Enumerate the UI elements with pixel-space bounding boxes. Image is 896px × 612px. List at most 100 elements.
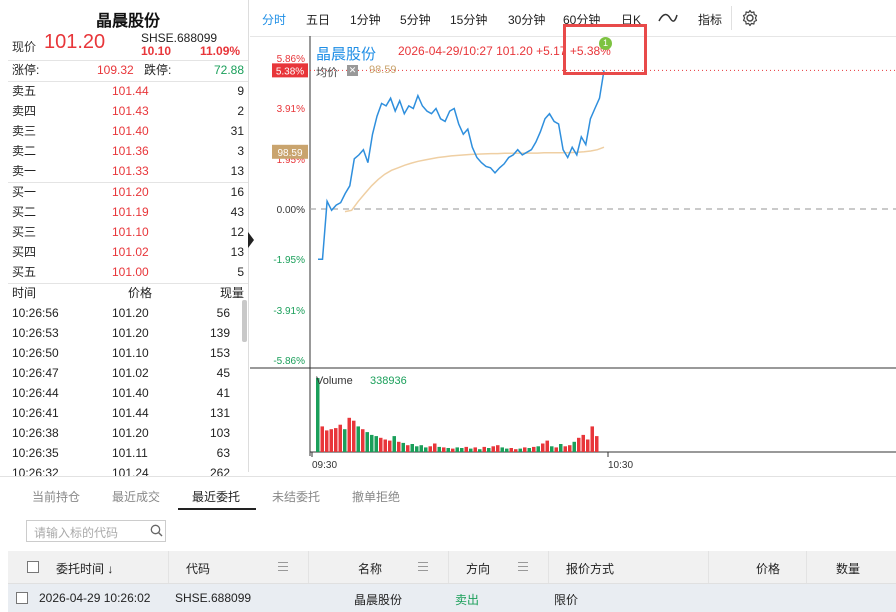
tick-scrollbar[interactable] — [242, 300, 247, 342]
tab-period[interactable]: 60分钟 — [563, 13, 601, 27]
order-book-row[interactable]: 卖五 101.44 9 — [12, 81, 244, 101]
y-tick-label: 3.91% — [277, 104, 305, 115]
close-avg-icon[interactable]: ✕ — [347, 65, 358, 76]
line-style-icon[interactable] — [658, 12, 678, 24]
col-order-type[interactable]: 报价方式 — [566, 562, 615, 576]
bottom-tab[interactable]: 最近委托 — [192, 490, 241, 504]
volume-bar — [568, 445, 572, 452]
level-label: 买三 — [12, 225, 37, 239]
level-price: 101.33 — [112, 164, 149, 178]
level-price: 101.44 — [112, 84, 149, 98]
x-tick-label: 09:30 — [312, 460, 337, 471]
chart-title: 晶晨股份 — [316, 46, 377, 63]
volume-bar — [509, 448, 513, 452]
col-qty[interactable]: 数量 — [836, 562, 861, 576]
bottom-tab[interactable]: 当前持仓 — [32, 490, 81, 504]
volume-bar — [482, 446, 486, 452]
avg-price-label: 均价 — [316, 67, 338, 79]
tab-period[interactable]: 30分钟 — [508, 13, 546, 27]
bottom-tab[interactable]: 最近成交 — [112, 490, 161, 504]
col-code[interactable]: 代码 — [186, 562, 211, 576]
tab-period[interactable]: 15分钟 — [450, 13, 488, 27]
event-marker-icon[interactable]: 1 — [599, 37, 612, 50]
col-price[interactable]: 价格 — [756, 562, 781, 576]
column-menu-icon[interactable] — [418, 562, 428, 571]
volume-bar — [343, 429, 347, 452]
volume-bar — [514, 449, 518, 452]
tab-period[interactable]: 日K — [621, 13, 642, 27]
bottom-tab[interactable]: 未结委托 — [272, 490, 321, 504]
tab-period[interactable]: 5分钟 — [400, 13, 431, 27]
order-book-row[interactable]: 买四 101.02 13 — [12, 242, 244, 262]
order-code: SHSE.688099 — [175, 591, 252, 605]
order-book-row[interactable]: 买三 101.10 12 — [12, 222, 244, 242]
orders-table-header: 委托时间 ↓ 代码 名称 方向 报价方式 价格 数量 — [8, 551, 896, 584]
volume-bar — [469, 448, 473, 452]
indicator-button[interactable]: 指标 — [698, 13, 723, 27]
volume-bar — [334, 428, 338, 452]
ticks-header-price: 价格 — [128, 286, 153, 300]
symbol-search-input[interactable]: 请输入标的代码 — [34, 526, 119, 540]
y-tick-label: 0.00% — [277, 205, 305, 216]
tick-row: 10:26:35 101.11 63 — [12, 443, 244, 463]
tick-row: 10:26:38 101.20 103 — [12, 423, 244, 443]
tab-period[interactable]: 五日 — [306, 13, 331, 27]
tab-period[interactable]: 分时 — [262, 13, 287, 27]
limit-up-value: 109.32 — [97, 63, 134, 77]
volume-bar — [595, 436, 599, 452]
level-volume: 2 — [237, 104, 244, 118]
chart-area[interactable]: 5.86% 3.91% 1.95% 0.00% -1.95% -3.91% -5.86% 5.… — [250, 36, 896, 476]
level-label: 卖二 — [12, 144, 37, 158]
tick-row: 10:26:56 101.20 56 — [12, 303, 244, 323]
bottom-tab[interactable]: 撤单拒绝 — [352, 490, 401, 504]
volume-bar — [316, 378, 320, 452]
order-type: 限价 — [554, 593, 579, 607]
level-label: 买五 — [12, 265, 37, 279]
volume-bar — [559, 444, 563, 452]
search-icon[interactable] — [150, 524, 163, 537]
volume-bar — [397, 441, 401, 452]
level-volume: 43 — [230, 205, 244, 219]
volume-bar — [554, 447, 558, 452]
volume-bar — [464, 446, 468, 452]
y-tick-label: -5.86% — [273, 356, 305, 367]
volume-bar — [523, 447, 527, 452]
col-side[interactable]: 方向 — [466, 562, 491, 576]
column-menu-icon[interactable] — [278, 562, 288, 571]
order-book-row[interactable]: 卖二 101.36 3 — [12, 141, 244, 161]
divider — [8, 182, 248, 183]
select-all-checkbox[interactable] — [27, 561, 39, 573]
y-tick-label: 5.86% — [277, 54, 305, 65]
volume-bar — [473, 447, 477, 452]
volume-bar — [410, 444, 414, 452]
tick-time: 10:26:44 — [12, 386, 59, 400]
row-checkbox[interactable] — [16, 592, 28, 604]
level-volume: 5 — [237, 265, 244, 279]
order-book-row[interactable]: 买一 101.20 16 — [12, 182, 244, 202]
symbol-search-box[interactable] — [26, 520, 166, 542]
table-row[interactable]: 2026-04-29 10:26:02 SHSE.688099 晶晨股份 卖出 … — [8, 584, 896, 612]
level-volume: 12 — [230, 225, 244, 239]
order-book-row[interactable]: 卖四 101.43 2 — [12, 101, 244, 121]
volume-bar — [442, 447, 446, 452]
order-book-row[interactable]: 卖三 101.40 31 — [12, 121, 244, 141]
collapse-left-arrow-icon[interactable] — [248, 232, 254, 248]
order-book-row[interactable]: 买五 101.00 5 — [12, 262, 244, 282]
intraday-chart: 5.86% 3.91% 1.95% 0.00% -1.95% -3.91% -5.86% 5.… — [250, 36, 896, 471]
column-menu-icon[interactable] — [518, 562, 528, 571]
order-book-row[interactable]: 买二 101.19 43 — [12, 202, 244, 222]
tick-price: 101.20 — [112, 306, 149, 320]
level-price: 101.19 — [112, 205, 149, 219]
volume-bar — [446, 448, 450, 452]
col-time[interactable]: 委托时间 ↓ — [56, 562, 114, 576]
volume-bar — [550, 446, 554, 452]
tick-volume: 45 — [216, 366, 230, 380]
level-volume: 9 — [237, 84, 244, 98]
level-label: 卖五 — [12, 84, 37, 98]
order-book-row[interactable]: 卖一 101.33 13 — [12, 161, 244, 181]
tab-period[interactable]: 1分钟 — [350, 13, 381, 27]
tick-row: 10:26:44 101.40 41 — [12, 383, 244, 403]
gear-icon[interactable] — [741, 9, 759, 27]
volume-bar — [437, 446, 441, 452]
col-name[interactable]: 名称 — [358, 562, 383, 576]
